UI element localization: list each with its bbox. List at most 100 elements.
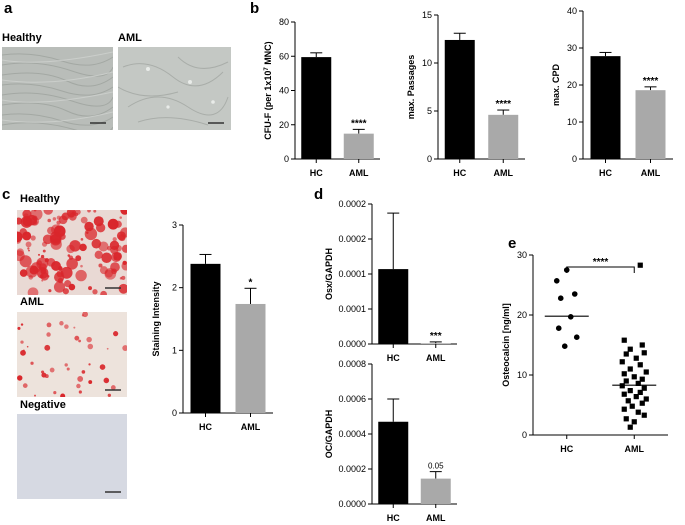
data-point-aml — [621, 371, 627, 377]
y-tick-label: 0 — [172, 408, 177, 418]
data-point-aml — [643, 396, 649, 402]
image-label-aml-c: AML — [20, 296, 44, 308]
panel-letter-e: e — [508, 235, 517, 252]
x-tick-label-hc: HC — [453, 168, 466, 178]
data-point-aml — [623, 378, 629, 384]
y-tick-label: 5 — [427, 106, 432, 116]
image-label-healthy-a: Healthy — [2, 32, 42, 44]
data-point-aml — [623, 351, 629, 357]
x-tick-label-aml: AML — [641, 168, 661, 178]
significance-label-aml: * — [249, 277, 253, 288]
data-point-aml — [627, 424, 633, 430]
x-tick-label-hc: HC — [599, 168, 612, 178]
data-point-aml — [621, 406, 627, 412]
data-point-aml — [627, 346, 633, 352]
data-point-aml — [623, 416, 629, 422]
significance-label-aml: **** — [351, 118, 367, 129]
image-label-healthy-c: Healthy — [20, 193, 60, 205]
data-point-aml — [629, 403, 635, 409]
panel-letter-c: c — [2, 186, 11, 203]
data-point-aml — [643, 369, 649, 375]
y-tick-label: 60 — [279, 51, 289, 61]
y-tick-label: 0.0006 — [338, 394, 366, 404]
y-tick-label: 0.0001 — [338, 304, 366, 314]
y-tick-label: 40 — [279, 86, 289, 96]
x-tick-label-hc: HC — [199, 422, 212, 432]
bar-hc — [444, 39, 475, 159]
data-point-aml — [637, 389, 643, 395]
data-point-hc — [567, 314, 574, 320]
image-label-negative-c: Negative — [20, 399, 66, 411]
y-tick-label: 15 — [422, 10, 432, 20]
data-point-aml — [635, 409, 641, 415]
data-point-aml — [633, 355, 639, 361]
y-tick-label: 20 — [567, 80, 577, 90]
y-axis-label: Staining Intensity — [151, 281, 161, 356]
x-tick-label-hc: HC — [387, 513, 400, 523]
y-tick-label: 20 — [517, 310, 527, 320]
y-tick-label: 40 — [567, 6, 577, 16]
panel-letter-d: d — [314, 186, 324, 203]
y-axis-label: CFU-F (per 1x107 MNC) — [263, 41, 273, 139]
data-point-aml — [641, 385, 647, 391]
y-tick-label: 0 — [572, 154, 577, 164]
bar-aml — [343, 133, 374, 159]
y-tick-label: 0.0000 — [338, 339, 366, 349]
chart-oc-gapdh: 0.0000 0.0002 0.0004 0.0006 0.0008 HC AML OC/GA… — [324, 359, 457, 523]
chart-staining-intensity: 0 1 2 3 HC AML Staining Intensity * — [151, 220, 273, 432]
y-tick-label: 0 — [284, 154, 289, 164]
y-axis-label: max. CPD — [551, 63, 561, 106]
bar-aml — [235, 303, 266, 413]
x-tick-label-hc: HC — [310, 168, 323, 178]
image-label-aml-a: AML — [118, 32, 142, 44]
y-tick-label: 0 — [522, 430, 527, 440]
y-tick-label: 3 — [172, 220, 177, 230]
x-tick-label-hc: HC — [387, 353, 400, 363]
significance-label-aml: **** — [643, 76, 659, 87]
micrograph-aml-msc — [118, 47, 231, 130]
bar-aml — [420, 478, 451, 504]
data-point-aml — [641, 350, 647, 356]
panel-letter-a: a — [4, 0, 13, 17]
x-tick-label-aml: AML — [625, 444, 645, 454]
data-point-aml — [637, 262, 643, 268]
chart-osteocalcin: 0 10 20 30 HC AML Osteocalcin [ng/ml] **** — [501, 250, 668, 454]
chart-max-cpd: 0 10 20 30 40 HC AML max. CPD **** — [551, 6, 673, 178]
y-tick-label: 2 — [172, 283, 177, 293]
y-tick-label: 20 — [279, 120, 289, 130]
data-point-hc — [557, 295, 564, 301]
data-point-aml — [621, 337, 627, 343]
significance-bracket — [566, 266, 635, 273]
y-tick-label: 30 — [517, 250, 527, 260]
x-tick-label-aml: AML — [426, 513, 446, 523]
micrograph-healthy-msc — [2, 47, 113, 130]
data-point-aml — [639, 342, 645, 348]
bar-aml — [635, 90, 666, 159]
chart-cfu-f: 0 20 40 60 80 HC AML CFU-F (per 1x107 MNC) **** — [263, 17, 380, 178]
y-tick-label: 0 — [427, 154, 432, 164]
y-tick-label: 10 — [517, 370, 527, 380]
y-tick-label: 1 — [172, 345, 177, 355]
alizarin-stain-healthy — [17, 210, 127, 295]
data-point-hc — [555, 325, 562, 331]
chart-max-passages: 0 5 10 15 HC AML max. Passages **** — [406, 10, 525, 178]
data-point-aml — [639, 400, 645, 406]
bar-hc — [190, 263, 221, 413]
y-tick-label: 0.0001 — [338, 269, 366, 279]
y-tick-label: 10 — [567, 117, 577, 127]
panel-letter-b: b — [250, 0, 260, 17]
data-point-hc — [573, 334, 580, 340]
data-point-aml — [625, 398, 631, 404]
y-axis-label: Osx/GAPDH — [324, 248, 334, 300]
bar-hc — [378, 421, 409, 504]
y-axis-label: Osteocalcin [ng/ml] — [501, 303, 511, 387]
y-tick-label: 30 — [567, 43, 577, 53]
data-point-aml — [631, 419, 637, 425]
data-point-aml — [637, 362, 643, 368]
data-point-aml — [635, 380, 641, 386]
x-tick-label-aml: AML — [494, 168, 514, 178]
bar-hc — [590, 56, 621, 159]
data-point-aml — [627, 366, 633, 372]
data-point-aml — [619, 359, 625, 365]
